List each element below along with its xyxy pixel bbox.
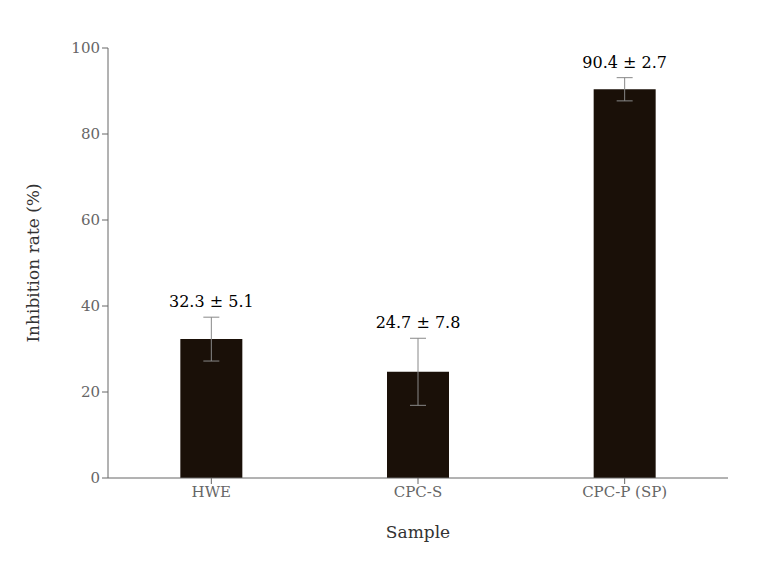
svg-text:60: 60 bbox=[81, 211, 100, 229]
svg-text:40: 40 bbox=[81, 297, 100, 315]
svg-text:Inhibition rate (%): Inhibition rate (%) bbox=[23, 183, 43, 342]
svg-text:CPC-S: CPC-S bbox=[394, 483, 442, 501]
svg-text:90.4 ± 2.7: 90.4 ± 2.7 bbox=[582, 53, 667, 72]
svg-text:20: 20 bbox=[81, 383, 100, 401]
svg-text:HWE: HWE bbox=[192, 483, 231, 501]
svg-text:24.7 ± 7.8: 24.7 ± 7.8 bbox=[376, 313, 461, 332]
svg-text:CPC-P (SP): CPC-P (SP) bbox=[582, 483, 667, 501]
svg-text:Sample: Sample bbox=[386, 522, 450, 542]
svg-text:32.3 ± 5.1: 32.3 ± 5.1 bbox=[169, 292, 254, 311]
svg-text:80: 80 bbox=[81, 125, 100, 143]
svg-text:0: 0 bbox=[90, 469, 100, 487]
svg-text:100: 100 bbox=[71, 39, 100, 57]
